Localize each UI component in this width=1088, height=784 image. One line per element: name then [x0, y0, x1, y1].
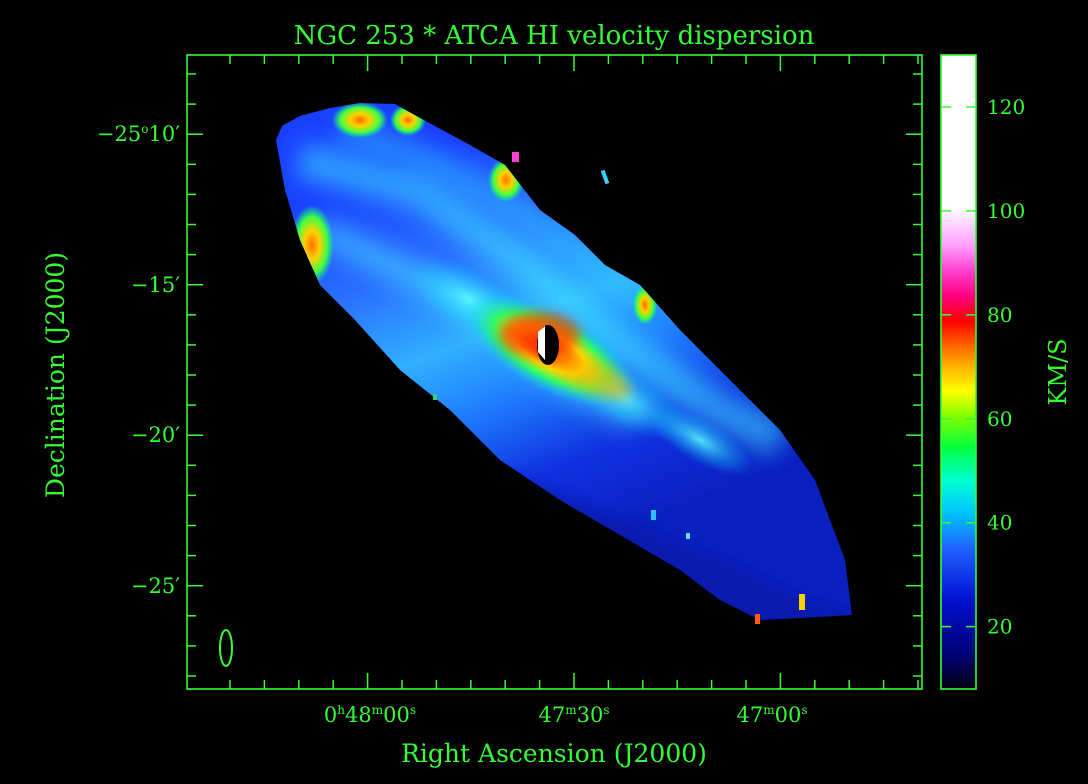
plot-frame [186, 54, 923, 690]
colorbar-tick-label: 120 [987, 95, 1025, 119]
x-tick-label-3: 47m00s [736, 703, 807, 727]
colorbar-gradient [941, 55, 976, 689]
plot-title: NGC 253 * ATCA HI velocity dispersion [294, 21, 815, 51]
y-tick-label-4: −25′ [131, 574, 180, 598]
x-tick-label-1: 0h48m00s [324, 703, 416, 727]
y-tick-label-1: −25o10′ [97, 122, 180, 146]
colorbar-label: KM/S [1044, 338, 1072, 405]
colorbar-tick-label: 100 [987, 199, 1025, 223]
y-tick-label-2: −15′ [131, 273, 180, 297]
axis-ticks [187, 55, 922, 689]
colorbar-tick-label: 80 [987, 303, 1012, 327]
colorbar-tick-label: 60 [987, 407, 1012, 431]
colorbar-tick-label: 20 [987, 615, 1012, 639]
colorbar-frame [940, 54, 977, 690]
dispersion-map-image [276, 103, 852, 624]
y-axis-label: Declination (J2000) [41, 252, 70, 498]
x-axis-label: Right Ascension (J2000) [401, 739, 707, 768]
x-tick-label-2: 47m30s [538, 703, 609, 727]
colorbar-tick-label: 40 [987, 511, 1012, 535]
beam-ellipse [219, 629, 233, 667]
y-tick-label-3: −20′ [131, 423, 180, 447]
colorbar-ticks: 20 40 60 80 100 120 [941, 95, 1025, 639]
